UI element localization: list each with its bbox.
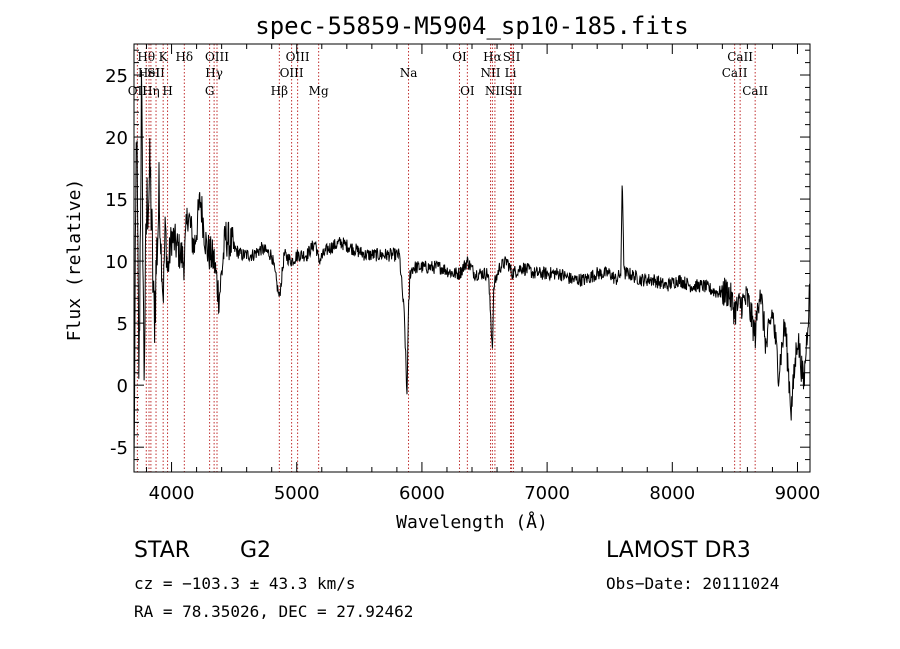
x-tick-label-4: 8000 [649,483,695,504]
line-label-11: Hβ [271,84,288,98]
line-label-23: SII [505,84,523,98]
survey-name: LAMOST DR3 [606,538,751,563]
object-class: STAR [134,538,191,563]
line-label-10: OIII [205,50,229,64]
y-tick-label-1: 0 [117,376,128,397]
x-tick-label-0: 4000 [149,483,195,504]
line-label-7: Hδ [175,50,193,64]
line-label-21: Li [505,66,517,80]
y-tick-label-5: 20 [105,128,128,149]
line-label-8: Hγ [205,66,223,80]
line-label-6: H [162,84,172,98]
line-label-9: G [205,84,215,98]
plot-frame [133,43,811,473]
flux-series [133,69,811,459]
flux-line [133,69,811,459]
x-tick-label-3: 7000 [524,483,570,504]
line-label-17: OI [460,84,475,98]
line-label-12: OIII [280,66,304,80]
line-label-19: Hα [483,50,502,64]
y-tick-label-2: 5 [117,314,128,335]
line-label-15: Na [400,66,418,80]
line-label-0: OII [128,84,148,98]
x-tick-label-2: 6000 [399,483,445,504]
line-label-24: CaII [722,66,748,80]
line-label-22: SII [503,50,521,64]
y-tick-label-0: -5 [110,438,128,459]
y-tick-label-3: 10 [105,252,128,273]
line-label-3: Hη [142,84,160,98]
line-label-25: CaII [727,50,753,64]
line-label-14: Mg [309,84,329,98]
line-label-1: Hθ [137,50,155,64]
x-axis-label: Wavelength (Å) [396,511,548,533]
line-label-26: CaII [742,84,768,98]
y-axis-label: Flux (relative) [64,179,85,342]
y-tick-label-4: 15 [105,190,128,211]
line-label-5: K [159,50,169,64]
line-label-18: NII [481,66,501,80]
line-label-4: SII [147,66,165,80]
chart-title: spec-55859-M5904_sp10-185.fits [255,12,688,40]
coordinates: RA = 78.35026, DEC = 27.92462 [134,602,414,621]
axes: 4000 5000 6000 7000 8000 9000 -5 0 5 10 15 20 25 [105,44,820,504]
y-tick-label-6: 25 [105,66,128,87]
object-subclass: G2 [240,538,272,563]
x-tick-label-1: 5000 [274,483,320,504]
line-label-13: OIII [286,50,310,64]
observation-date: Obs−Date: 20111024 [606,574,780,593]
x-tick-label-5: 9000 [775,483,821,504]
line-label-2: HeI [138,66,161,80]
line-label-20: NII [485,84,505,98]
redshift-velocity: cz = −103.3 ± 43.3 km/s [134,574,356,593]
line-label-16: OI [452,50,467,64]
